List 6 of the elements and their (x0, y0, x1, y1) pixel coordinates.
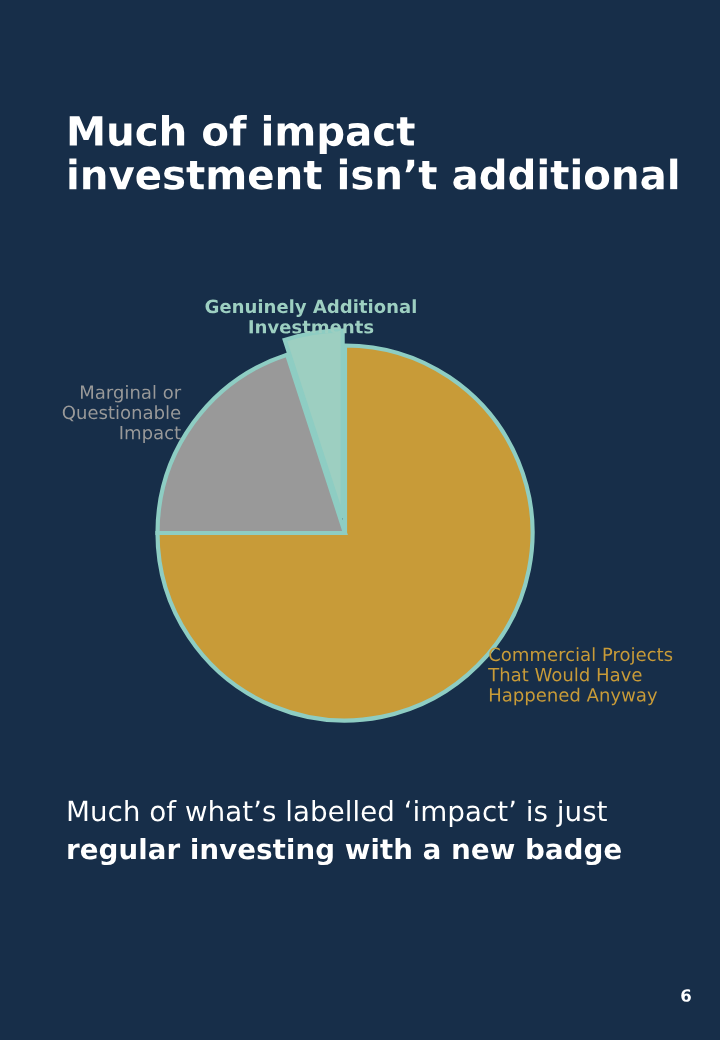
slice-label: Commercial Projects That Would Have Happened Anyway (488, 647, 673, 706)
slice-label: Marginal or Questionable Impact (62, 385, 182, 443)
text: 6 (681, 989, 691, 1002)
text: regular investing with a new badge (68, 838, 621, 866)
text: Much of what’s labelled ‘impact’ is just (68, 800, 607, 827)
chart-title: Much of impact investment isn’t additional (69, 115, 678, 190)
